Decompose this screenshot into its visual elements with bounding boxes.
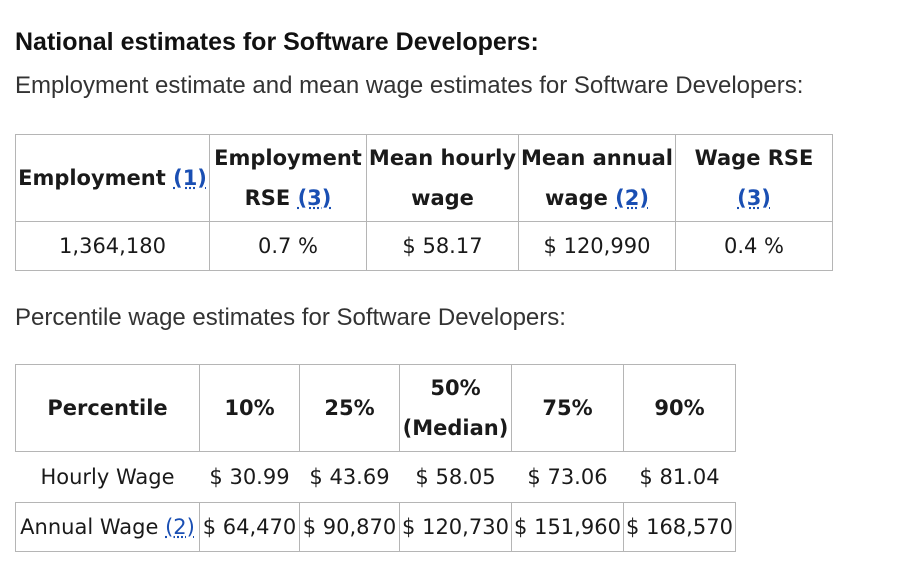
mean-annual-wage-value: $ 120,990 bbox=[518, 221, 676, 271]
header-wage-rse-label: Wage RSE bbox=[694, 146, 814, 170]
page: National estimates for Software Develope… bbox=[0, 0, 906, 101]
footnote-link-2[interactable]: (2) bbox=[165, 515, 195, 539]
annual-wage-label-cell: Annual Wage (2) bbox=[15, 502, 200, 552]
header-employment-label: Employment bbox=[18, 166, 166, 190]
hourly-p10: $ 30.99 bbox=[199, 451, 300, 503]
header-p50: 50% (Median) bbox=[399, 364, 512, 452]
header-mean-hourly-line1: Mean hourly bbox=[368, 146, 517, 170]
annual-wage-label: Annual Wage bbox=[20, 515, 159, 539]
hourly-p75: $ 73.06 bbox=[511, 451, 624, 503]
annual-p75: $ 151,960 bbox=[511, 502, 624, 552]
page-title: National estimates for Software Develope… bbox=[15, 28, 539, 56]
hourly-p25: $ 43.69 bbox=[299, 451, 400, 503]
header-mean-annual-line1: Mean annual bbox=[521, 146, 673, 170]
annual-p90: $ 168,570 bbox=[623, 502, 736, 552]
mean-hourly-wage-value: $ 58.17 bbox=[366, 221, 519, 271]
header-employment: Employment (1) bbox=[15, 134, 210, 222]
header-mean-annual-line2: wage bbox=[545, 186, 608, 210]
header-wage-rse: Wage RSE (3) bbox=[675, 134, 833, 222]
percentile-subhead: Percentile wage estimates for Software D… bbox=[15, 304, 566, 331]
footnote-link-3[interactable]: (3) bbox=[737, 186, 771, 210]
employment-rse-value: 0.7 % bbox=[209, 221, 367, 271]
table-row: Hourly Wage $ 30.99 $ 43.69 $ 58.05 $ 73… bbox=[15, 451, 736, 503]
footnote-link-3[interactable]: (3) bbox=[297, 186, 332, 210]
table-row: Annual Wage (2) $ 64,470 $ 90,870 $ 120,… bbox=[15, 502, 736, 552]
header-p25: 25% bbox=[299, 364, 400, 452]
header-p50-line2: (Median) bbox=[402, 416, 509, 440]
header-p50-line1: 50% bbox=[430, 376, 481, 400]
header-mean-hourly-line2: wage bbox=[411, 186, 474, 210]
footnote-link-2[interactable]: (2) bbox=[615, 186, 649, 210]
header-employment-rse-line1: Employment bbox=[214, 146, 362, 170]
employment-table: Employment (1) Employment RSE (3) Mean h… bbox=[15, 134, 833, 271]
annual-p10: $ 64,470 bbox=[199, 502, 300, 552]
hourly-p90: $ 81.04 bbox=[623, 451, 736, 503]
hourly-wage-label: Hourly Wage bbox=[15, 451, 200, 503]
annual-p25: $ 90,870 bbox=[299, 502, 400, 552]
hourly-p50: $ 58.05 bbox=[399, 451, 512, 503]
percentile-table: Percentile 10% 25% 50% (Median) 75% 90% … bbox=[15, 364, 736, 552]
footnote-link-1[interactable]: (1) bbox=[173, 166, 207, 190]
percentile-header-row: Percentile 10% 25% 50% (Median) 75% 90% bbox=[15, 364, 736, 452]
header-p10: 10% bbox=[199, 364, 300, 452]
employment-value: 1,364,180 bbox=[15, 221, 210, 271]
annual-p50: $ 120,730 bbox=[399, 502, 512, 552]
table-row: 1,364,180 0.7 % $ 58.17 $ 120,990 0.4 % bbox=[15, 221, 833, 271]
header-mean-hourly-wage: Mean hourly wage bbox=[366, 134, 519, 222]
header-p75: 75% bbox=[511, 364, 624, 452]
wage-rse-value: 0.4 % bbox=[675, 221, 833, 271]
employment-subhead: Employment estimate and mean wage estima… bbox=[15, 72, 804, 99]
header-p90: 90% bbox=[623, 364, 736, 452]
employment-header-row: Employment (1) Employment RSE (3) Mean h… bbox=[15, 134, 833, 222]
header-mean-annual-wage: Mean annual wage (2) bbox=[518, 134, 676, 222]
header-employment-rse-line2: RSE bbox=[244, 186, 291, 210]
header-employment-rse: Employment RSE (3) bbox=[209, 134, 367, 222]
header-percentile: Percentile bbox=[15, 364, 200, 452]
